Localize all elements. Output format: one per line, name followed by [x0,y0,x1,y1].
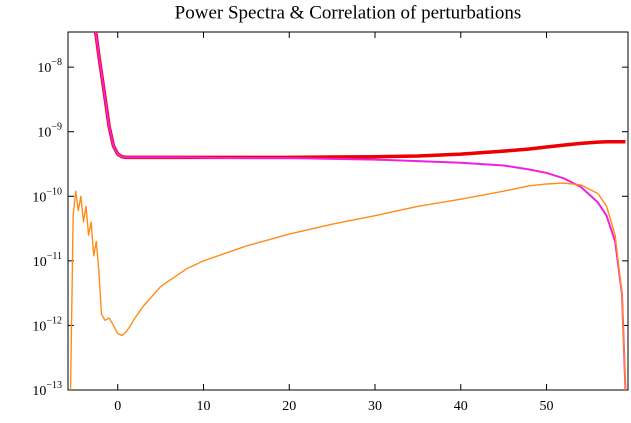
x-tick-label: 10 [196,399,210,414]
x-tick-label: 0 [114,399,121,414]
series-line [93,32,626,160]
x-tick-label: 20 [282,399,296,414]
plot-frame [67,31,629,391]
plot-area [69,32,627,390]
y-tick-label: 10−10 [32,187,62,206]
x-tick-label: 50 [540,399,554,414]
series-line [69,182,627,390]
x-tick-label: 30 [368,399,382,414]
x-tick-label: 40 [454,399,468,414]
y-tick-label: 10−11 [33,251,62,270]
y-tick-label: 10−8 [37,57,62,76]
series-line [94,32,627,390]
chart-title: Power Spectra & Correlation of perturbat… [175,2,522,23]
y-tick-label: 10−13 [32,380,62,399]
y-tick-label: 10−9 [37,122,62,141]
y-tick-label: 10−12 [32,316,62,335]
